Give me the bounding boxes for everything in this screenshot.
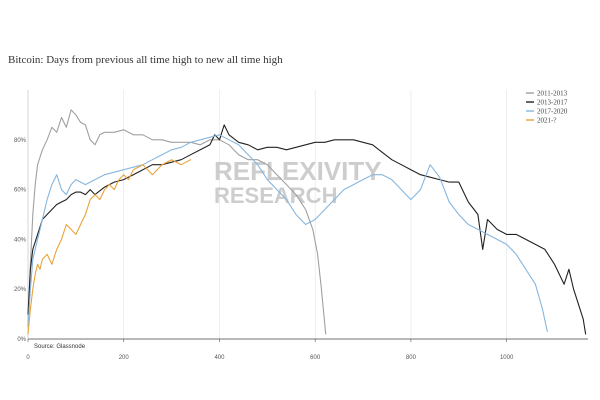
y-tick-label: 80% [14, 138, 27, 144]
series-line-2017-2020 [27, 134, 548, 333]
axes [27, 90, 588, 340]
x-tick-label: 600 [310, 355, 321, 361]
y-tick-label: 20% [14, 287, 27, 293]
watermark-line-1: REFLEXIVITY [214, 156, 382, 186]
gridlines [123, 90, 507, 339]
legend-label: 2011-2013 [537, 90, 568, 98]
legend-label: 2021-? [537, 117, 556, 125]
series-line-2013-2017 [27, 124, 587, 335]
source-label: Source: Glassnode [34, 344, 86, 350]
x-tick-label: 400 [214, 355, 225, 361]
series-line-2011-2013 [27, 109, 327, 335]
x-tick-labels: 0 200 400 600 800 1000 [26, 339, 514, 361]
x-tick-label: 0 [26, 355, 30, 361]
watermark-line-2: RESEARCH [214, 183, 337, 208]
legend-label: 2013-2017 [537, 99, 568, 107]
series-lines [27, 109, 587, 335]
x-tick-label: 800 [406, 355, 417, 361]
watermark-logo: REFLEXIVITY RESEARCH [214, 156, 382, 208]
series-line-2021 [27, 159, 192, 335]
y-tick-label: 40% [14, 237, 27, 243]
y-tick-label: 60% [14, 188, 27, 194]
y-tick-label: 0% [17, 337, 26, 343]
y-tick-labels: 0% 20% 40% 60% 80% [14, 138, 27, 343]
legend-label: 2017-2020 [537, 108, 568, 116]
chart-title: Bitcoin: Days from previous all time hig… [8, 54, 283, 66]
x-tick-label: 1000 [500, 355, 514, 361]
x-tick-label: 200 [119, 355, 130, 361]
